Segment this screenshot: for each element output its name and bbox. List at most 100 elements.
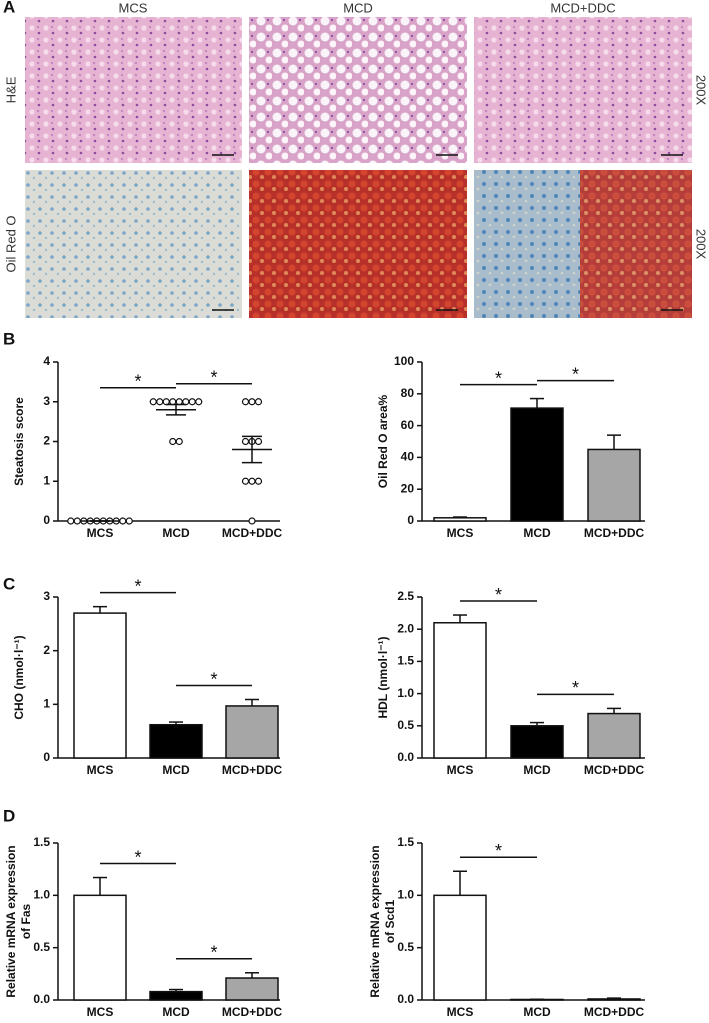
y-tick-label: 2 [43, 434, 50, 448]
y-tick-label: 1 [43, 697, 50, 711]
bar [510, 998, 564, 1001]
panel-letter: C [3, 574, 15, 593]
y-tick-label: 1.0 [397, 686, 414, 700]
y-tick-label: 3 [43, 394, 50, 408]
y-tick-label: 1.0 [397, 888, 414, 902]
bar [149, 723, 203, 759]
y-axis-label: Relative mRNA expression [4, 845, 18, 997]
x-tick-label: MCD [523, 1005, 551, 1019]
micrograph [474, 17, 692, 163]
data-point [248, 477, 256, 485]
y-axis-label: HDL (nmol·l⁻¹) [376, 636, 390, 718]
x-tick-label: MCD [523, 763, 551, 777]
y-tick-label: 0.0 [397, 992, 414, 1006]
y-tick-label: 1.5 [397, 835, 414, 849]
data-point [119, 517, 127, 525]
data-point [241, 477, 250, 485]
significance-label: * [134, 847, 141, 867]
data-point [175, 437, 183, 446]
bar [73, 612, 127, 759]
x-tick-label: MCD [162, 1005, 190, 1019]
bar [510, 407, 564, 522]
chart: 0.0 0.5 1.0 1.5 Relative mRNA expression of F… [4, 835, 282, 1019]
x-tick-label: MCD+DDC [584, 1005, 645, 1019]
panel-a: A MCS MCD MCD+DDC H&E Oil Red O 200X 200… [3, 0, 709, 318]
chart: 0.0 0.5 1.0 1.5 2.0 2.5 HDL (nmol·l⁻¹) MCS MCD MC… [376, 585, 645, 777]
micrograph-region [580, 170, 692, 318]
y-axis-label: CHO (nmol·l⁻¹) [12, 635, 26, 719]
x-tick-label: MCD+DDC [584, 763, 645, 777]
data-point [169, 437, 177, 446]
x-tick-label: MCD [523, 526, 551, 540]
data-point [195, 398, 203, 406]
x-tick-label: MCD+DDC [222, 526, 283, 540]
x-tick-label: MCS [447, 526, 474, 540]
bar [510, 725, 564, 759]
x-tick-label: MCS [447, 1005, 474, 1019]
y-tick-label: 20 [401, 481, 415, 495]
data-point [156, 398, 164, 406]
bar [587, 448, 641, 522]
x-tick-label: MCS [447, 763, 474, 777]
micrograph [249, 170, 467, 318]
significance-label: * [495, 841, 502, 861]
x-tick-label: MCS [87, 1005, 114, 1019]
y-axis-label: of Fas [19, 904, 33, 940]
bar [73, 894, 127, 1001]
row-label: Oil Red O [3, 215, 18, 272]
x-tick-label: MCD+DDC [222, 763, 283, 777]
panel-letter: B [3, 329, 15, 348]
bar [433, 622, 487, 759]
y-tick-label: 0 [43, 750, 50, 764]
bar [587, 998, 641, 1001]
data-point [248, 517, 256, 525]
y-tick-label: 0.5 [397, 718, 414, 732]
scale-bars [212, 154, 683, 311]
micrograph [249, 17, 467, 163]
y-tick-label: 3 [43, 589, 50, 603]
y-tick-label: 2 [43, 643, 50, 657]
significance-label: * [572, 678, 579, 698]
y-tick-label: 0 [407, 513, 414, 527]
y-tick-label: 80 [401, 386, 415, 400]
magnification-label: 200X [694, 229, 709, 260]
micrograph [25, 170, 242, 318]
magnification-label: 200X [694, 75, 709, 106]
data-point [149, 398, 157, 406]
y-tick-label: 4 [43, 354, 50, 368]
chart: 0 1 2 3 CHO (nmol·l⁻¹) MCS MCD MCD+DDC * * [12, 576, 282, 777]
column-label: MCD [343, 0, 373, 15]
y-tick-label: 2.0 [397, 621, 414, 635]
chart: 0 20 40 60 80 100 Oil Red O area% MCS MCD MCD+DDC… [376, 354, 645, 540]
data-point [188, 398, 196, 406]
x-tick-label: MCD [162, 526, 190, 540]
data-point [241, 437, 250, 446]
y-axis-label: Oil Red O area% [376, 394, 390, 488]
significance-label: * [495, 368, 502, 388]
y-tick-label: 2.5 [397, 589, 414, 603]
data-point [254, 477, 263, 485]
column-label: MCD+DDC [550, 0, 615, 15]
bar [225, 977, 279, 1001]
chart: 0.0 0.5 1.0 1.5 Relative mRNA expression of S… [368, 835, 645, 1019]
data-point [254, 398, 263, 406]
bar [225, 705, 279, 759]
y-tick-label: 0 [43, 513, 50, 527]
bar [433, 517, 487, 522]
x-tick-label: MCS [87, 763, 114, 777]
x-tick-label: MCD+DDC [584, 526, 645, 540]
y-tick-label: 1.5 [33, 835, 50, 849]
y-axis-label: of Scd1 [383, 900, 397, 944]
significance-label: * [495, 585, 502, 605]
data-point [73, 517, 81, 525]
significance-label: * [210, 368, 217, 388]
y-tick-label: 1.5 [397, 654, 414, 668]
x-tick-label: MCS [87, 526, 114, 540]
y-tick-label: 40 [401, 450, 415, 464]
significance-label: * [572, 364, 579, 384]
panel-letter: D [3, 806, 15, 825]
y-tick-label: 60 [401, 418, 415, 432]
chart: 0 1 2 3 4 Steatosis score MCS MCD MCD+DDC * * [12, 354, 282, 540]
y-tick-label: 0.5 [397, 940, 414, 954]
